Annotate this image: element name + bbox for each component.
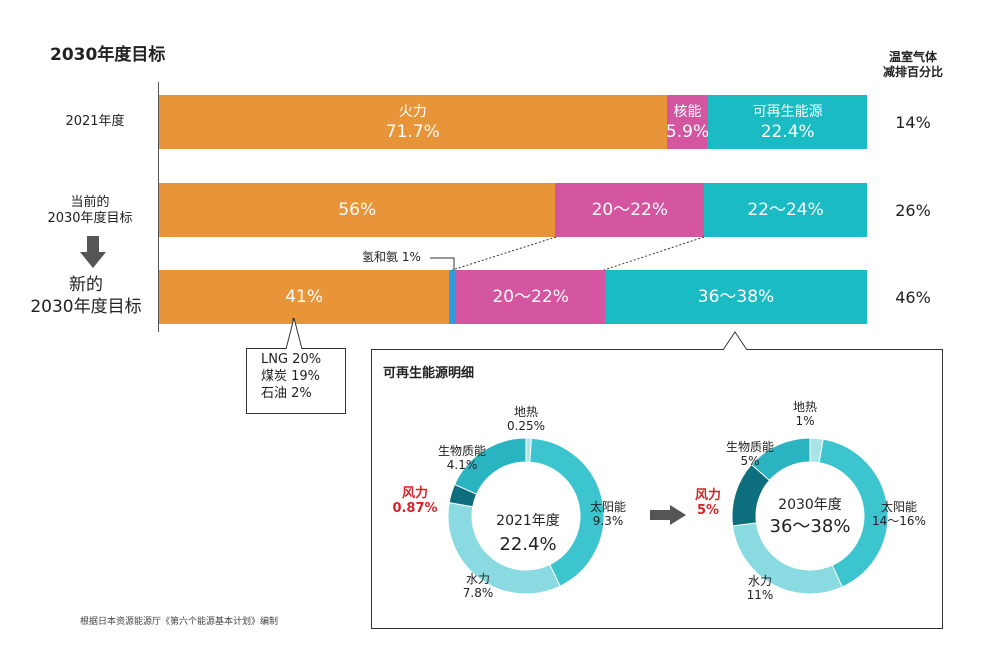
segment-name: 核能 (673, 104, 702, 120)
ghg-value-2021: 14% (895, 113, 931, 132)
bar-segment: 22～24% (704, 183, 867, 237)
donut-2030-label-solar: 太阳能 14～16% (864, 500, 934, 528)
donut-2021-center-year: 2021年度 (496, 513, 560, 529)
fossil-coal: 煤炭 19% (261, 369, 321, 384)
chart-axis-line (158, 82, 159, 332)
slice-name: 生物质能 (725, 440, 774, 454)
row-label-new-2030-line2: 2030年度目标 (30, 297, 142, 317)
bar-2021: 火力 71.7% 核能 5.9% 可再生能源 22.4% (159, 95, 867, 149)
slice-value: 5% (740, 454, 760, 468)
slice-value: 0.25% (506, 419, 546, 433)
donut-2021-label-geothermal: 地热 0.25% (496, 405, 556, 433)
donut-2030-center-value: 36～38% (769, 516, 851, 537)
donut-2030-label-wind: 风力 5% (688, 488, 728, 518)
bar-segment: 核能 5.9% (665, 95, 710, 149)
donut-slice (454, 437, 527, 495)
donut-2030-label-geothermal: 地热 1% (780, 400, 830, 428)
bar-segment: 36～38% (605, 270, 867, 324)
donut-2030-center-year: 2030年度 (778, 497, 842, 513)
fossil-callout-pointer (285, 317, 303, 350)
donut-slice (750, 437, 811, 482)
fossil-breakdown-callout: LNG 20% 煤炭 19% 石油 2% (246, 348, 346, 414)
slice-name: 水力 (747, 574, 772, 588)
segment-value: 20～22% (591, 200, 669, 220)
donut-2021-label-hydro: 水力 7.8% (448, 572, 508, 600)
segment-name: 可再生能源 (752, 104, 823, 120)
hydrogen-ammonia-label: 氢和氨 1% (362, 250, 421, 264)
bar-segment: 20～22% (456, 270, 606, 324)
segment-value: 5.9% (665, 122, 710, 142)
segment-value: 41% (285, 287, 324, 307)
donut-2021 (447, 437, 605, 595)
slice-name: 地热 (792, 400, 817, 414)
renewables-panel-title: 可再生能源明细 (383, 366, 475, 381)
slice-value: 0.87% (392, 501, 438, 516)
slice-value: 9.3% (592, 514, 624, 528)
segment-name: 火力 (398, 104, 427, 120)
row-label-2021-text: 2021年度 (65, 114, 125, 129)
bar-current-2030: 56% 20～22% 22～24% (159, 183, 867, 237)
source-note: 根据日本资源能源厅《第六个能源基本计划》编制 (80, 617, 279, 627)
segment-value: 56% (338, 200, 377, 220)
slice-value: 7.8% (462, 586, 494, 600)
ghg-header-line2: 减排百分比 (882, 65, 943, 79)
panel-callout-pointer (722, 331, 748, 351)
row-label-new-2030: 新的 2030年度目标 (14, 274, 158, 318)
segment-value: 20～22% (492, 287, 569, 307)
donut-2030-label-hydro: 水力 11% (730, 574, 790, 602)
donut-2030-label-biomass: 生物质能 5% (718, 440, 782, 468)
slice-value: 5% (696, 503, 720, 518)
segment-value: 36～38% (697, 287, 775, 307)
ghg-header-line1: 温室气体 (888, 50, 937, 64)
segment-value: 22～24% (747, 200, 824, 220)
bar-segment: 20～22% (555, 183, 705, 237)
ghg-header: 温室气体 减排百分比 (868, 50, 958, 80)
donut-2021-center-value: 22.4% (499, 534, 557, 555)
arrow-right-icon (650, 505, 686, 529)
slice-value: 11% (746, 588, 774, 602)
slice-name: 地热 (513, 405, 538, 419)
slice-name: 风力 (401, 486, 428, 501)
arrow-down-icon (80, 236, 106, 272)
ghg-value-new-2030: 46% (895, 288, 931, 307)
slice-value: 14～16% (872, 514, 926, 528)
row-label-current-2030: 当前的 2030年度目标 (30, 195, 150, 227)
segment-value: 71.7% (385, 122, 440, 142)
donut-2030 (731, 437, 889, 595)
row-label-current-2030-line1: 当前的 (70, 195, 110, 210)
bar-segment: 火力 71.7% (159, 95, 667, 149)
bar-new-2030: 41% 20～22% 36～38% (159, 270, 867, 324)
donut-2021-label-solar: 太阳能 9.3% (578, 500, 638, 528)
segment-value: 22.4% (760, 122, 815, 142)
bar-segment: 56% (159, 183, 556, 237)
fossil-lng: LNG 20% (261, 352, 322, 367)
chart-title: 2030年度目标 (50, 45, 166, 65)
bar-segment: 可再生能源 22.4% (708, 95, 867, 149)
slice-name: 水力 (465, 572, 490, 586)
slice-name: 太阳能 (589, 500, 626, 514)
donut-2021-label-wind: 风力 0.87% (382, 486, 448, 516)
row-label-current-2030-line2: 2030年度目标 (47, 211, 133, 226)
row-label-new-2030-line1: 新的 (69, 275, 103, 295)
slice-value: 4.1% (446, 458, 478, 472)
row-label-2021: 2021年度 (40, 114, 150, 130)
slice-name: 风力 (694, 488, 721, 503)
bar-segment (449, 270, 457, 324)
donut-2021-label-biomass: 生物质能 4.1% (430, 444, 494, 472)
fossil-oil: 石油 2% (261, 386, 312, 401)
bar-segment: 41% (159, 270, 450, 324)
slice-name: 太阳能 (880, 500, 917, 514)
slice-value: 1% (795, 414, 815, 428)
ghg-value-current-2030: 26% (895, 201, 931, 220)
slice-name: 生物质能 (437, 444, 486, 458)
